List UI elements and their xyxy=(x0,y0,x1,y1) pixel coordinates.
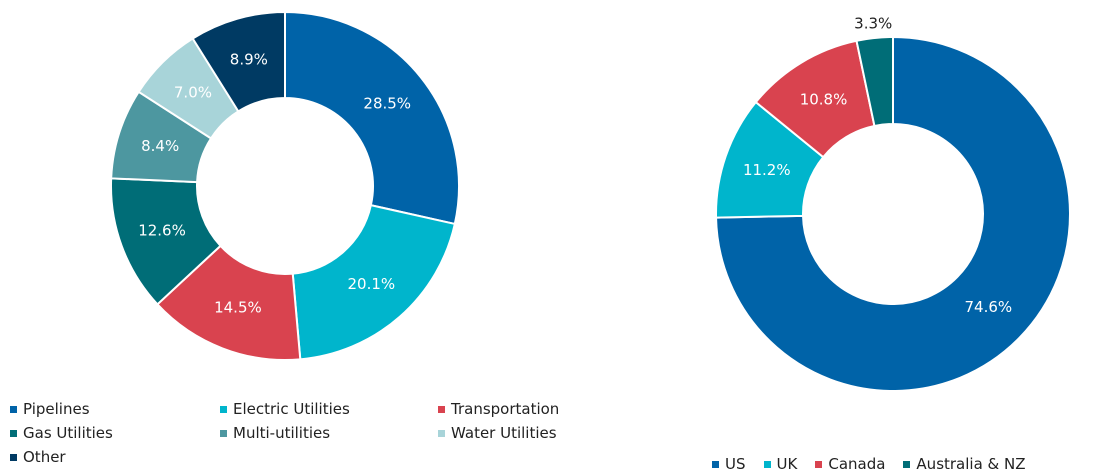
legend-swatch xyxy=(438,429,445,437)
legend-item: Canada xyxy=(815,455,885,473)
legend-swatch xyxy=(763,460,771,468)
legend-item: Gas Utilities xyxy=(10,424,220,442)
legend-item: UK xyxy=(763,455,798,473)
data-label: 11.2% xyxy=(743,161,791,179)
slice xyxy=(291,204,457,361)
legend-label: US xyxy=(725,455,746,473)
legend-swatch xyxy=(10,405,17,413)
legend-swatch xyxy=(815,460,823,468)
legend-item: Other xyxy=(10,448,220,466)
slice xyxy=(284,10,460,226)
legend-label: Multi-utilities xyxy=(233,424,331,442)
legend-label: Electric Utilities xyxy=(233,400,350,418)
slice xyxy=(715,35,1071,392)
legend-swatch xyxy=(438,405,445,413)
legend-item: Transportation xyxy=(438,400,638,418)
legend: Pipelines Electric Utilities Transportatio… xyxy=(10,400,638,466)
legend-item: Australia & NZ xyxy=(903,455,1026,473)
data-label: 8.9% xyxy=(230,51,268,69)
legend-label: Other xyxy=(23,448,66,466)
legend-label: Transportation xyxy=(451,400,560,418)
legend-swatch xyxy=(10,429,17,437)
data-label: 10.8% xyxy=(800,90,848,108)
data-label: 12.6% xyxy=(138,222,186,240)
data-label: 74.6% xyxy=(965,298,1013,316)
legend-item: Multi-utilities xyxy=(220,424,438,442)
legend-swatch xyxy=(903,460,911,468)
legend-label: Canada xyxy=(828,455,886,473)
legend-label: Water Utilities xyxy=(451,424,557,442)
data-label: 14.5% xyxy=(214,299,262,317)
legend-label: Pipelines xyxy=(23,400,90,418)
legend-item: Pipelines xyxy=(10,400,220,418)
slice xyxy=(191,10,286,113)
legend-swatch xyxy=(712,460,719,468)
legend: US UK Canada Australia & NZ xyxy=(712,455,1026,473)
legend-swatch xyxy=(220,429,227,437)
legend-item: Electric Utilities xyxy=(220,400,438,418)
legend-label: Australia & NZ xyxy=(916,455,1026,473)
data-label: 20.1% xyxy=(347,275,395,293)
data-label: 3.3% xyxy=(854,15,892,33)
legend-label: Gas Utilities xyxy=(23,424,113,442)
data-label: 8.4% xyxy=(141,137,179,155)
data-label: 28.5% xyxy=(363,95,411,113)
legend-swatch xyxy=(220,405,227,413)
legend-item: Water Utilities xyxy=(438,424,638,442)
legend-item: US xyxy=(712,455,746,473)
slice xyxy=(855,35,894,128)
legend-label: UK xyxy=(776,455,798,473)
data-label: 7.0% xyxy=(174,83,212,101)
legend-swatch xyxy=(10,453,17,461)
